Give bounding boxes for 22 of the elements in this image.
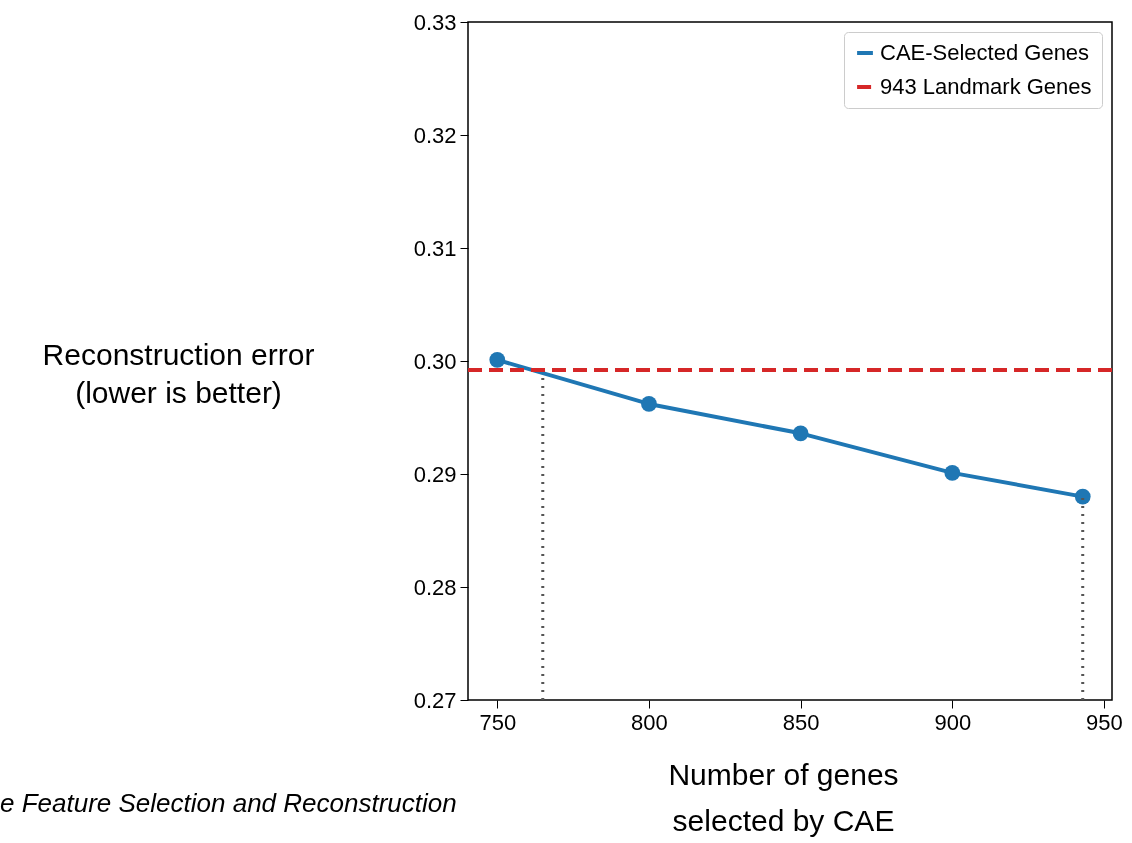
y-tick-label: 0.29 [413,461,457,487]
point [641,396,657,412]
x-tick-label: 850 [782,709,820,735]
y-tick-label: 0.33 [413,9,457,35]
y-axis-title: Reconstruction error (lower is better) [42,337,315,409]
y-tick-label: 0.32 [413,122,457,148]
x-tick-label: 950 [1086,709,1123,735]
point [1074,488,1091,505]
point [792,425,809,442]
y-tick-label: 0.31 [413,235,457,261]
legend-label: CAE-Selected Genes [880,40,1090,65]
y-tick-label: 0.30 [413,348,457,374]
y-tick-label: 0.27 [413,687,457,713]
y-tick-label: 0.28 [413,574,457,600]
point [489,351,506,368]
x-tick-label: 900 [934,709,972,735]
legend-label: 943 Landmark Genes [880,74,1092,99]
x-axis-title: Number of genes selected by CAE [668,757,899,837]
x-tick-label: 800 [631,709,668,735]
text: e Feature Selection and Reconstruction [0,788,457,819]
x-tick-label: 750 [479,709,517,735]
point [944,464,961,481]
